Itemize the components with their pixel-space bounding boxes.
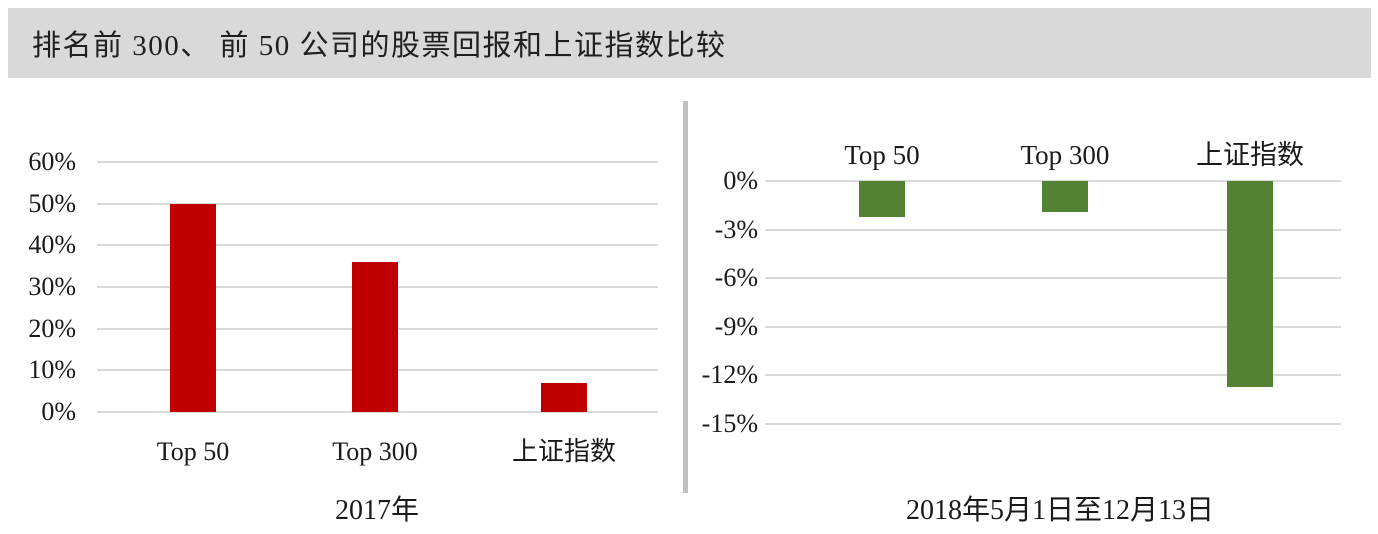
gridline (97, 327, 658, 330)
gridline (97, 411, 658, 413)
y-axis-tick-label: 0% (41, 397, 76, 426)
bar-sse-index (541, 382, 587, 412)
x-axis-label-top-300: Top 300 (332, 437, 418, 466)
gridline (765, 325, 1341, 328)
x-axis-label-top-50: Top 50 (844, 140, 920, 170)
x-axis-label-top-50: Top 50 (156, 437, 230, 466)
gridline (765, 423, 1341, 425)
y-axis-tick-label: -3% (714, 214, 758, 244)
y-axis-tick-label: 30% (28, 272, 76, 301)
gridline (765, 374, 1341, 377)
gridline (765, 180, 1341, 182)
y-axis-tick-label: 20% (28, 313, 76, 343)
gridline (765, 277, 1341, 280)
y-axis-tick-label: -6% (714, 263, 758, 293)
y-axis-tick-label: 60% (28, 147, 76, 176)
y-axis-tick-label: -9% (714, 311, 758, 341)
panel-divider (683, 101, 688, 493)
bar-sse-index (1227, 181, 1273, 387)
gridline (97, 369, 658, 372)
y-axis-tick-label: 0% (723, 166, 758, 195)
y-axis-tick-label: 10% (28, 355, 76, 385)
bar-top-300 (352, 262, 398, 412)
chart-2018-caption: 2018年5月1日至12月13日 (905, 495, 1214, 526)
y-axis-tick-label: 40% (28, 230, 76, 260)
bar-top-50 (859, 181, 905, 217)
gridline (97, 202, 658, 205)
bar-top-50 (170, 203, 216, 412)
y-axis-tick-label: -15% (701, 409, 758, 438)
figure-title-bar: 排名前 300、 前 50 公司的股票回报和上证指数比较 (8, 8, 1371, 78)
gridline (97, 244, 658, 247)
chart-2017-caption: 2017年 (334, 495, 419, 526)
x-axis-label-top-300: Top 300 (1020, 140, 1110, 170)
bar-top-300 (1042, 181, 1088, 212)
x-axis-label-sse-index: 上证指数 (1196, 140, 1304, 170)
gridline (765, 228, 1341, 231)
x-axis-label-sse-index: 上证指数 (511, 437, 616, 466)
y-axis-tick-label: 50% (28, 188, 76, 218)
gridline (97, 286, 658, 288)
y-axis-tick-label: -12% (701, 360, 758, 390)
figure-title: 排名前 300、 前 50 公司的股票回报和上证指数比较 (32, 30, 727, 62)
gridline (97, 161, 658, 163)
